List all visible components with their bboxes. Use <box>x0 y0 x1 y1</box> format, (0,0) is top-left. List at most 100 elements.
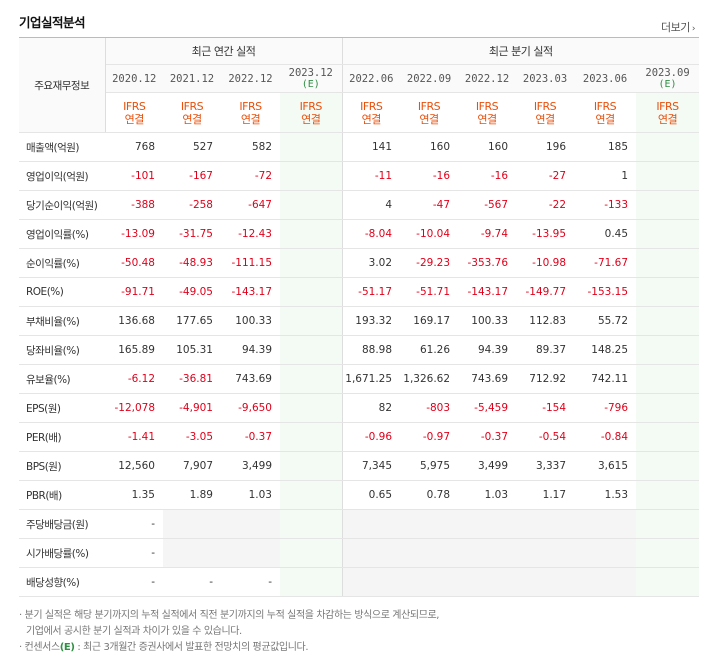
annual-value <box>280 161 343 191</box>
row-label: 주당배당금(원) <box>19 509 105 539</box>
ifrs-line-2: 연결 <box>301 112 321 126</box>
annual-value: - <box>163 567 221 597</box>
table-row: 매출액(억원) 768 527 582 141 160 160 196 185 <box>19 132 700 162</box>
quarter-value: 743.69 <box>458 364 517 394</box>
table-row: EPS(원) -12,078 -4,901 -9,650 82 -803 -5,459 -15… <box>19 393 700 423</box>
row-label: 영업이익(억원) <box>19 161 105 191</box>
quarter-value: -0.54 <box>516 422 575 452</box>
quarter-value <box>341 509 401 539</box>
quarter-value: 1,326.62 <box>400 364 459 394</box>
ifrs-line-1: IFRS <box>239 99 262 113</box>
ifrs-label: IFRS 연결 <box>574 92 637 133</box>
quarter-value: 1 <box>574 161 637 191</box>
quarter-value: -11 <box>341 161 401 191</box>
annual-value: - <box>105 509 163 539</box>
period-row: 2020.12 2021.12 2022.12 2023.12 (E) 2022.06 20… <box>19 64 700 93</box>
annual-value: -1.41 <box>105 422 163 452</box>
ifrs-line-2: 연결 <box>182 112 202 126</box>
annual-value: -4,901 <box>163 393 221 423</box>
annual-value: 177.65 <box>163 306 221 336</box>
ifrs-line-1: IFRS <box>656 99 679 113</box>
table-row: 당좌비율(%) 165.89 105.31 94.39 88.98 61.26 94.39 8… <box>19 335 700 365</box>
footnote-line-1: · 분기 실적은 해당 분기까지의 누적 실적에서 직전 분기까지의 누적 실적… <box>19 610 440 621</box>
quarter-value <box>341 538 401 568</box>
annual-value: 12,560 <box>105 451 163 481</box>
quarter-group-header: 최근 분기 실적 <box>341 38 700 65</box>
quarter-value: 94.39 <box>458 335 517 365</box>
annual-value <box>280 132 343 162</box>
ifrs-line-1: IFRS <box>593 99 617 113</box>
quarter-value: -143.17 <box>458 277 517 307</box>
table-row: 유보율(%) -6.12 -36.81 743.69 1,671.25 1,326.62 7… <box>19 364 700 394</box>
quarter-value: 169.17 <box>400 306 459 336</box>
annual-value: 768 <box>105 132 163 162</box>
annual-value: 100.33 <box>221 306 280 336</box>
annual-value: 105.31 <box>163 335 221 365</box>
row-label: 매출액(억원) <box>19 132 105 162</box>
annual-value: -48.93 <box>163 248 221 278</box>
annual-value: 743.69 <box>221 364 280 394</box>
annual-value: -0.37 <box>221 422 280 452</box>
ifrs-line-1: IFRS <box>360 99 383 113</box>
row-label: 영업이익률(%) <box>19 219 105 249</box>
quarter-value <box>636 219 700 249</box>
footnote-line-3: · 컨센서스(E) : 최근 3개월간 증권사에서 발표한 전망치의 평균값입니… <box>19 640 439 656</box>
period-header: 2023.03 <box>516 64 575 93</box>
annual-value: -167 <box>163 161 221 191</box>
quarter-value: 3,337 <box>516 451 575 481</box>
annual-value <box>280 538 343 568</box>
annual-value <box>280 335 343 365</box>
quarter-value <box>636 480 700 510</box>
quarter-value: 148.25 <box>574 335 637 365</box>
more-link[interactable]: 더보기 › <box>661 19 696 35</box>
quarter-value: 100.33 <box>458 306 517 336</box>
annual-value: 527 <box>163 132 221 162</box>
period-header: 2022.12 <box>458 64 517 93</box>
quarter-value: -0.37 <box>458 422 517 452</box>
quarter-value: 55.72 <box>574 306 637 336</box>
annual-value: - <box>105 567 163 597</box>
table-row: 영업이익률(%) -13.09 -31.75 -12.43 -8.04 -10.04 -9.… <box>19 219 700 249</box>
quarter-value <box>636 306 700 336</box>
table-row: PER(배) -1.41 -3.05 -0.37 -0.96 -0.97 -0.37 -0.5… <box>19 422 700 452</box>
quarter-value: -803 <box>400 393 459 423</box>
annual-value <box>280 219 343 249</box>
annual-value: -111.15 <box>221 248 280 278</box>
annual-value: -3.05 <box>163 422 221 452</box>
row-label: 당좌비율(%) <box>19 335 105 365</box>
period-label: 2022.12 <box>228 72 273 85</box>
annual-value: -388 <box>105 190 163 220</box>
annual-value <box>163 509 221 539</box>
quarter-value: 196 <box>516 132 575 162</box>
quarter-value: 712.92 <box>516 364 575 394</box>
quarter-value: -9.74 <box>458 219 517 249</box>
quarter-value: 61.26 <box>400 335 459 365</box>
row-label: 부채비율(%) <box>19 306 105 336</box>
annual-value: -12.43 <box>221 219 280 249</box>
annual-value: 7,907 <box>163 451 221 481</box>
quarter-value: -353.76 <box>458 248 517 278</box>
annual-value <box>221 538 280 568</box>
quarter-value <box>636 451 700 481</box>
annual-value: 3,499 <box>221 451 280 481</box>
row-label: 순이익률(%) <box>19 248 105 278</box>
quarter-value: 1,671.25 <box>341 364 401 394</box>
quarter-value: -22 <box>516 190 575 220</box>
table-row: 주당배당금(원) - <box>19 509 700 539</box>
annual-value: -31.75 <box>163 219 221 249</box>
annual-value: -12,078 <box>105 393 163 423</box>
quarter-value: -153.15 <box>574 277 637 307</box>
quarter-value <box>636 335 700 365</box>
ifrs-line-2: 연결 <box>419 112 439 126</box>
quarter-value: -29.23 <box>400 248 459 278</box>
quarter-value <box>574 567 637 597</box>
quarter-value <box>636 393 700 423</box>
quarter-value <box>458 509 517 539</box>
quarter-value: -0.84 <box>574 422 637 452</box>
quarter-value: -10.04 <box>400 219 459 249</box>
quarter-value <box>636 161 700 191</box>
annual-value <box>280 567 343 597</box>
financial-table: 주요재무정보 최근 연간 실적 최근 분기 실적 2020.12 2021.12 2… <box>19 38 700 597</box>
annual-value <box>280 248 343 278</box>
quarter-value: -16 <box>400 161 459 191</box>
